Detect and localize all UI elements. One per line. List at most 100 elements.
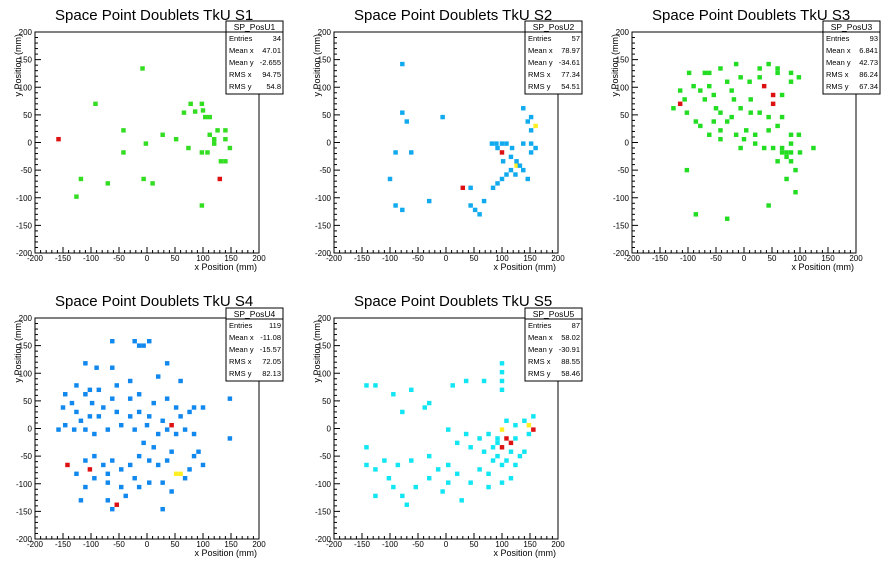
histogram-bin [684, 110, 690, 115]
x-tick-label: 150 [523, 540, 537, 549]
histogram-bin [78, 418, 84, 423]
stats-value: 6.841 [859, 46, 878, 55]
stats-value: 54.8 [266, 82, 281, 91]
histogram-bin [83, 361, 88, 366]
histogram-bin [121, 128, 126, 133]
histogram-bin [509, 145, 515, 151]
histogram-bin [147, 480, 152, 485]
y-tick-label: -100 [315, 194, 332, 203]
stats-value: 72.05 [262, 357, 281, 366]
x-axis-label: x Position (mm) [791, 262, 854, 272]
histogram-bin [169, 449, 174, 454]
x-tick-label: 100 [196, 540, 210, 549]
histogram-bin [227, 145, 233, 151]
y-tick-label: -100 [613, 194, 630, 203]
y-tick-label: 150 [318, 56, 332, 65]
histogram-bin [500, 159, 506, 164]
histogram-bin [191, 453, 197, 459]
histogram-bin [94, 365, 99, 370]
x-tick-label: -50 [412, 254, 424, 263]
histogram-bin [531, 414, 536, 419]
histogram-bin [525, 176, 530, 182]
stats-value: 42.73 [859, 58, 878, 67]
histogram-bin [200, 108, 206, 113]
histogram-bin [191, 405, 197, 410]
y-axis-label: y Position (mm) [610, 34, 620, 97]
plot-frame [631, 31, 857, 254]
histogram-bin [748, 110, 753, 115]
histogram-bin [207, 132, 212, 137]
y-tick-label: 50 [322, 397, 331, 406]
x-tick-label: 0 [444, 254, 449, 263]
histogram-bin [522, 418, 527, 423]
histogram-bin [143, 141, 149, 146]
stats-label: Mean y [229, 58, 254, 67]
histogram-bin [92, 476, 97, 481]
y-tick-label: -100 [16, 194, 33, 203]
histogram-bin [141, 343, 146, 348]
histogram-bin [382, 458, 387, 463]
chart-title: Space Point Doublets TkU S5 [354, 293, 552, 310]
histogram-bin [499, 378, 505, 384]
histogram-bin [446, 427, 451, 432]
stats-label: RMS x [229, 357, 252, 366]
histogram-bin [114, 409, 119, 415]
histogram-bin [495, 453, 500, 459]
histogram-bin [788, 141, 794, 146]
histogram-bin [693, 212, 699, 217]
x-tick-label: -200 [326, 254, 343, 263]
histogram-bin [60, 405, 66, 410]
stats-value: 94.75 [262, 70, 281, 79]
histogram-bin [504, 141, 509, 146]
stats-value: 86.24 [859, 70, 878, 79]
stats-value: 67.34 [859, 82, 878, 91]
histogram-bin [196, 449, 201, 454]
histogram-bin [400, 207, 405, 213]
stats-label: RMS x [826, 70, 849, 79]
histogram-bin [766, 114, 771, 120]
stats-label: Entries [229, 34, 253, 43]
stats-label: Mean x [528, 46, 553, 55]
x-tick-label: -200 [624, 254, 641, 263]
histogram-bin [707, 132, 712, 137]
y-tick-label: 200 [616, 28, 630, 37]
stats-label: Entries [528, 34, 552, 43]
histogram-bin [788, 70, 794, 76]
histogram-bin [775, 70, 780, 76]
histogram-bin [89, 400, 95, 406]
histogram-bin [187, 409, 192, 415]
y-axis-label: y Position (mm) [312, 34, 322, 97]
histogram-pad-1: Space Point Doublets TkU S1 -200 -150 -100 -… [13, 7, 284, 272]
stats-name: SP_PosU5 [533, 309, 575, 319]
histogram-bin [110, 365, 115, 370]
histogram-bin [526, 431, 532, 437]
histogram-bin [188, 101, 193, 107]
stats-box-frame [524, 307, 583, 382]
x-tick-label: -200 [27, 254, 44, 263]
histogram-bin [499, 480, 505, 485]
histogram-bin [499, 462, 505, 468]
histogram-bin [779, 145, 785, 151]
histogram-bin [718, 128, 723, 133]
stats-value: 87 [572, 321, 580, 330]
histogram-bin [811, 145, 816, 151]
stats-value: 82.13 [262, 369, 281, 378]
x-tick-label: 0 [145, 254, 150, 263]
histogram-bin [671, 106, 676, 111]
x-tick-label: 100 [495, 540, 509, 549]
histogram-bin [793, 190, 798, 195]
histogram-bin [531, 427, 536, 432]
histogram-bin [738, 145, 743, 151]
stats-box-frame [225, 20, 284, 95]
stats-value: -34.61 [559, 58, 580, 67]
x-tick-label: 50 [470, 540, 479, 549]
histogram-bin [528, 141, 534, 146]
histogram-bin [78, 498, 84, 503]
histogram-bin [199, 101, 205, 107]
histogram-bin [729, 88, 734, 93]
histogram-bin [215, 128, 220, 133]
histogram-bin [711, 119, 716, 124]
histogram-bin [132, 476, 137, 481]
histogram-bin [400, 409, 405, 415]
